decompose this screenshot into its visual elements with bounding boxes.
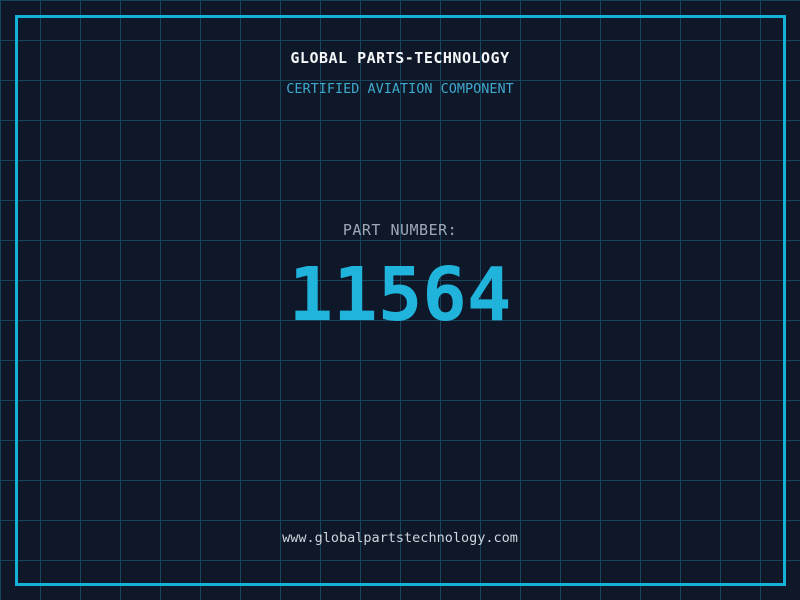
certification-tagline: CERTIFIED AVIATION COMPONENT: [286, 81, 514, 97]
website-url: www.globalpartstechnology.com: [282, 530, 518, 546]
part-number-label: PART NUMBER:: [342, 221, 458, 239]
company-title: GLOBAL PARTS-TECHNOLOGY: [290, 49, 510, 67]
part-number-value: 11564: [288, 252, 512, 338]
